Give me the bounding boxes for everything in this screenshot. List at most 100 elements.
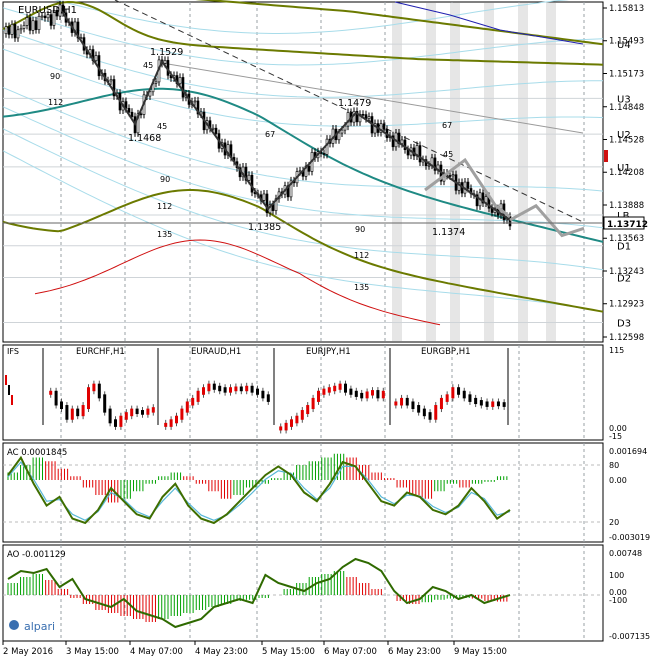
ifs-candle-body bbox=[60, 401, 63, 410]
ao-oscillator-line bbox=[7, 557, 511, 629]
candle-body bbox=[16, 29, 20, 39]
ifs-candle-body bbox=[135, 408, 139, 415]
candle-body bbox=[379, 123, 383, 133]
ac-value-label: AC 0.0001845 bbox=[7, 448, 67, 458]
ifs-candle-body bbox=[151, 407, 155, 413]
candle-body bbox=[418, 145, 422, 163]
ifs-candle-body bbox=[97, 383, 101, 399]
ifs-candle-body bbox=[405, 397, 409, 406]
navy-band-line bbox=[394, 1, 584, 45]
ifs-candle-body bbox=[322, 388, 326, 395]
session-band bbox=[546, 3, 556, 341]
ac-panel: AC 0.0001845 0.001694 80 0.00 20 -0.003019 bbox=[3, 447, 650, 542]
candle-body bbox=[49, 14, 53, 26]
candle-body bbox=[58, 4, 62, 17]
time-tick-label: 2 May 2016 bbox=[3, 647, 53, 657]
ifs-candle-body bbox=[164, 422, 168, 427]
ifs-candle-body bbox=[300, 410, 304, 420]
ifs-candle-body bbox=[290, 419, 293, 427]
ifs-candle-body bbox=[344, 383, 347, 393]
panel-frame-ac bbox=[2, 442, 604, 543]
candle-body bbox=[37, 16, 41, 30]
fan-curve bbox=[2, 29, 603, 98]
candle-body bbox=[448, 175, 452, 177]
ac-tick-label: -0.003019 bbox=[609, 533, 650, 542]
fan-curve bbox=[54, 0, 570, 34]
ifs-candle-body bbox=[491, 401, 495, 407]
candle-body bbox=[466, 181, 470, 189]
ifs-candle-body bbox=[371, 390, 374, 396]
fan-angle-label: 67 bbox=[265, 130, 275, 139]
candle-body bbox=[214, 127, 218, 134]
candle-body bbox=[19, 28, 23, 31]
ac-oscillator-fast bbox=[7, 455, 511, 525]
price-tick-label: 1.12598 bbox=[609, 333, 644, 343]
fan-angle-label: 45 bbox=[143, 61, 153, 70]
ac-tick-label: 0.001694 bbox=[609, 447, 647, 456]
candle-body bbox=[325, 138, 329, 155]
ifs-candle-body bbox=[146, 408, 150, 415]
ifs-candle-body bbox=[266, 394, 270, 402]
ifs-candle-body bbox=[185, 401, 189, 413]
ifs-candle-body bbox=[70, 408, 74, 420]
candle-body bbox=[196, 100, 200, 115]
ifs-left-candle bbox=[11, 395, 13, 405]
ifs-candle-body bbox=[245, 385, 249, 392]
ifs-candle-body bbox=[234, 386, 238, 392]
candle-body bbox=[250, 174, 254, 193]
ifs-candle-body bbox=[108, 408, 112, 424]
extreme-label: 1.1479 bbox=[338, 98, 371, 109]
ifs-candle-body bbox=[130, 408, 134, 417]
ifs-left-candle bbox=[8, 385, 10, 395]
price-tick-label: 1.15813 bbox=[609, 4, 644, 14]
ifs-candle-body bbox=[169, 419, 173, 427]
ifs-candle-body bbox=[462, 390, 466, 399]
olive-band-lower bbox=[2, 189, 604, 313]
candle-body bbox=[382, 123, 386, 130]
candle-body bbox=[154, 81, 158, 84]
candle-body bbox=[226, 144, 230, 156]
candle-body bbox=[322, 153, 326, 155]
candle-body bbox=[400, 139, 404, 144]
fan-curve bbox=[2, 150, 604, 313]
ifs-candle-body bbox=[457, 387, 461, 395]
candle-body bbox=[373, 123, 377, 134]
ifs-candle-body bbox=[175, 415, 178, 424]
ifs-candle-body bbox=[428, 412, 432, 420]
ifs-candle-body bbox=[468, 394, 472, 402]
level-label: D3 bbox=[617, 318, 631, 329]
ifs-candle-body bbox=[239, 386, 243, 392]
ac-tick-label: 20 bbox=[609, 518, 619, 527]
level-label: U3 bbox=[617, 94, 631, 105]
ac-tick-label: 0.00 bbox=[609, 476, 627, 485]
fan-angle-label: 135 bbox=[354, 283, 369, 292]
ifs-candle-body bbox=[434, 405, 438, 420]
candle-body bbox=[127, 108, 131, 113]
ifs-tick-label: 0.00 bbox=[609, 424, 627, 433]
time-tick-label: 9 May 15:00 bbox=[454, 647, 507, 657]
extreme-label: 1.1374 bbox=[432, 227, 465, 238]
ifs-candle-body bbox=[485, 401, 489, 407]
ifs-candle-body bbox=[496, 401, 500, 407]
candle-body bbox=[262, 193, 266, 201]
fan-angle-label: 45 bbox=[443, 150, 453, 159]
ifs-subpanel-name: EURJPY,H1 bbox=[306, 347, 351, 357]
candle-body bbox=[193, 100, 197, 103]
candle-body bbox=[52, 10, 56, 26]
ifs-candle-body bbox=[474, 397, 478, 405]
ifs-candle-body bbox=[49, 390, 53, 395]
candle-body bbox=[247, 174, 251, 181]
ifs-candle-body bbox=[439, 397, 443, 410]
candle-body bbox=[340, 129, 344, 134]
ifs-candle-body bbox=[87, 387, 90, 410]
candle-body bbox=[367, 116, 371, 119]
ifs-candle-body bbox=[381, 390, 385, 399]
candle-body bbox=[427, 164, 431, 167]
ifs-candle-body bbox=[400, 397, 404, 406]
ifs-candle-body bbox=[333, 385, 337, 392]
candle-body bbox=[433, 157, 437, 171]
ao-tick-label: -100 bbox=[609, 596, 627, 605]
ifs-candle-body bbox=[103, 394, 107, 413]
price-marker bbox=[604, 150, 608, 162]
fan-curve bbox=[2, 87, 604, 192]
